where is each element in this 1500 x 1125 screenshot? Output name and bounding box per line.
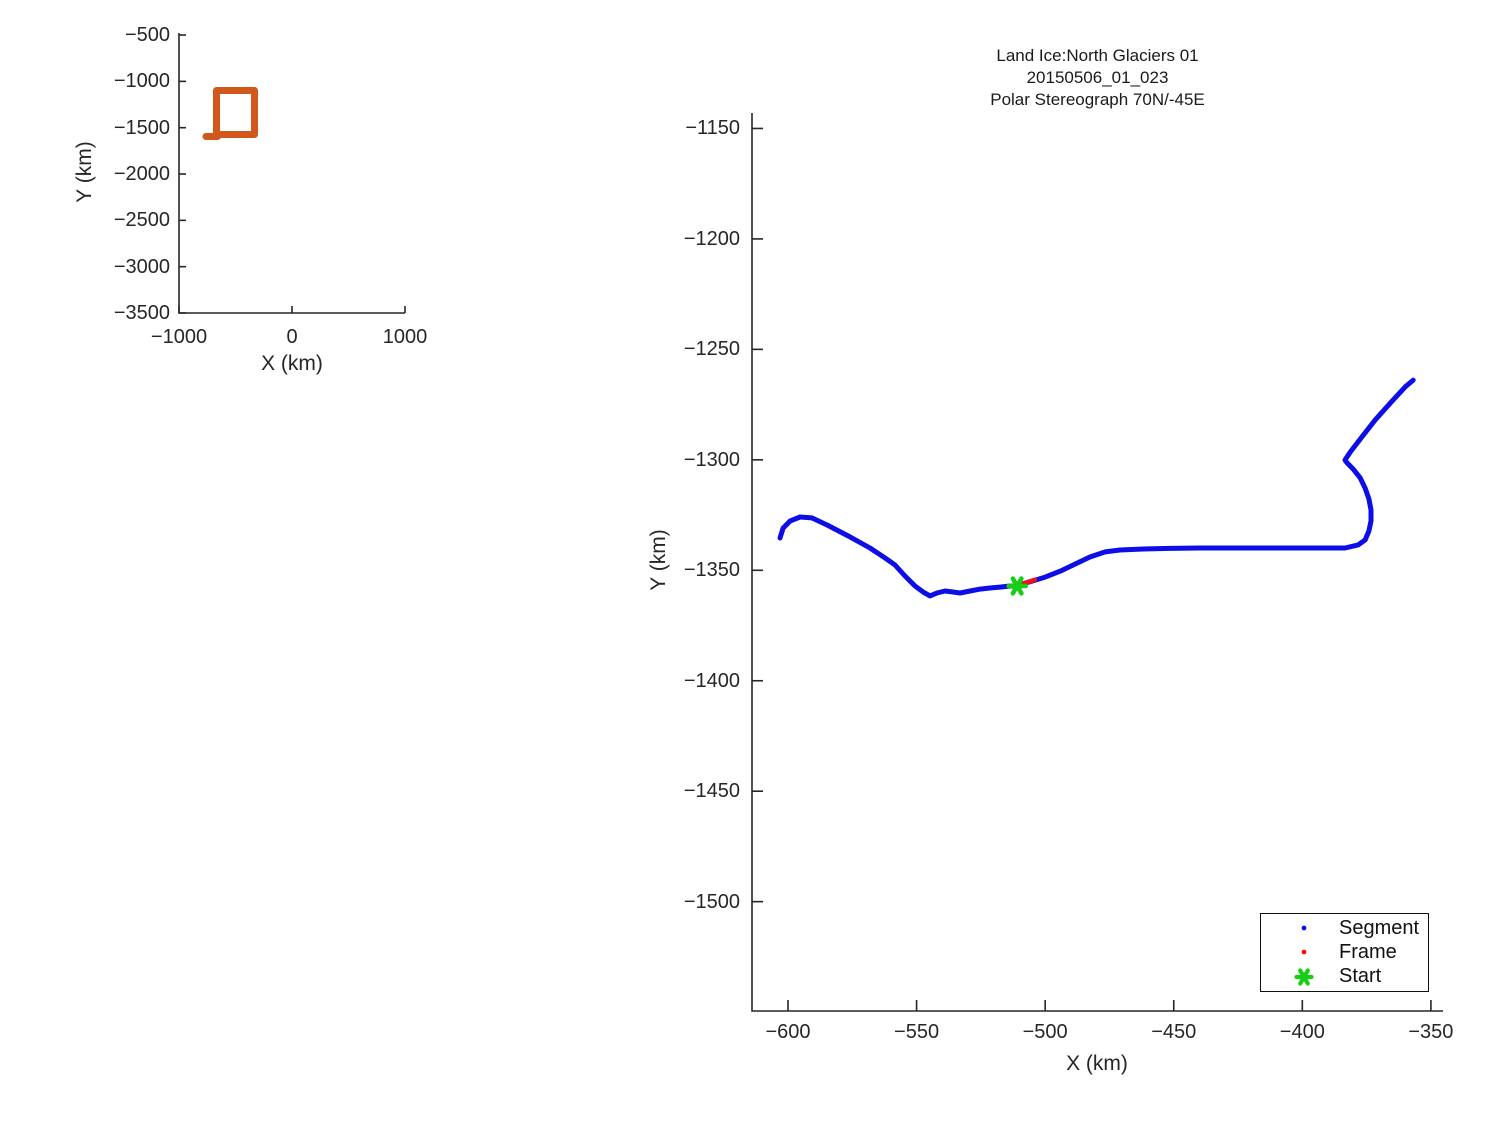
overview-axis-line: [178, 33, 405, 314]
main-y-tick-label: −1200: [683, 227, 740, 250]
overview-y-tick-label: −500: [124, 24, 170, 47]
title-line-3: Polar Stereograph 70N/-45E: [990, 90, 1205, 109]
overview-y-tick-label: −1000: [113, 70, 170, 93]
legend-row-segment: Segment: [1261, 916, 1428, 940]
figure-title: Land Ice:North Glaciers 01 20150506_01_0…: [747, 45, 1448, 111]
main-series-segment: [777, 377, 1416, 599]
legend-row-start: Start: [1261, 965, 1428, 989]
title-line-2: 20150506_01_023: [1026, 68, 1169, 87]
overview-x-tick-label: 1000: [382, 326, 428, 348]
legend-row-frame: Frame: [1261, 940, 1428, 964]
main-axis-line: [751, 113, 1443, 1012]
legend-label-start: Start: [1339, 965, 1382, 988]
main-y-tick-label: −1250: [683, 338, 740, 361]
main-x-tick-label: −600: [765, 1021, 811, 1043]
main-y-tick-label: −1450: [683, 780, 740, 803]
segment-dot-icon: [1287, 917, 1321, 939]
main-x-tick-label: −550: [894, 1021, 940, 1043]
main-x-tick-label: −500: [1022, 1021, 1068, 1043]
main-series-start-marker: [1006, 576, 1028, 596]
main-y-tick-label: −1350: [683, 559, 740, 582]
overview-y-tick-label: −1500: [113, 116, 170, 139]
overview-series-coverage-box: [213, 87, 258, 138]
title-line-1: Land Ice:North Glaciers 01: [996, 46, 1199, 65]
main-y-tick-label: −1300: [683, 448, 740, 471]
frame-dot-icon: [1287, 941, 1321, 963]
overview-y-tick-label: −3500: [113, 302, 170, 324]
main-y-tick-label: −1150: [685, 117, 740, 140]
main-x-tick-label: −400: [1279, 1021, 1325, 1043]
legend-label-frame: Frame: [1339, 940, 1397, 963]
overview-x-tick-label: −1000: [150, 326, 208, 348]
main-y-tick-label: −1500: [683, 890, 740, 913]
main-x-tick-label: −450: [1151, 1021, 1197, 1043]
legend-label-segment: Segment: [1339, 916, 1420, 939]
main-y-tick-label: −1400: [683, 669, 740, 692]
overview-y-tick-label: −2500: [113, 209, 170, 232]
overview-y-tick-label: −2000: [113, 163, 170, 186]
main-x-axis-label: X (km): [1066, 1052, 1128, 1075]
main-x-tick-label: −350: [1408, 1021, 1454, 1043]
legend: Segment Frame Start: [1260, 913, 1429, 992]
overview-y-tick-label: −3000: [113, 255, 170, 278]
legend-asterisk-glyph: [1294, 968, 1314, 986]
start-asterisk-icon: [1287, 966, 1321, 988]
overview-x-tick-label: 0: [286, 326, 298, 348]
overview-x-axis-label: X (km): [261, 352, 323, 375]
main-series-frame: [1021, 577, 1038, 587]
